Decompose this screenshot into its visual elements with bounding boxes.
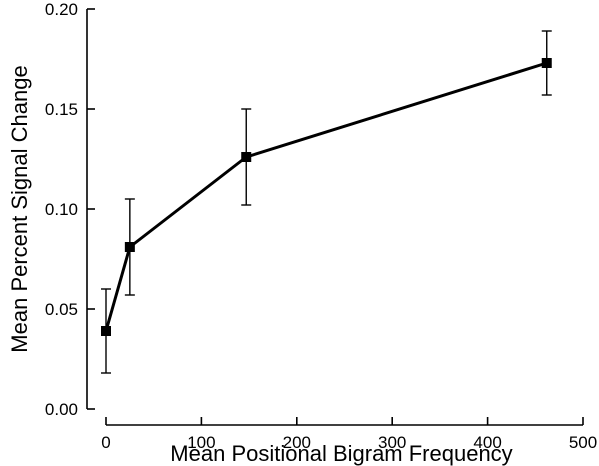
x-tick-label: 300 — [378, 433, 406, 452]
y-axis-title: Mean Percent Signal Change — [7, 65, 32, 352]
x-ticks: 0 100 200 300 400 500 — [101, 417, 597, 452]
y-tick-label: 0.20 — [45, 0, 78, 19]
y-tick-label: 0.00 — [45, 400, 78, 419]
data-point — [124, 242, 135, 252]
x-tick-label: 0 — [101, 433, 110, 452]
series-line — [104, 61, 548, 332]
y-tick-label: 0.10 — [45, 200, 78, 219]
x-tick-label: 400 — [473, 433, 501, 452]
y-tick-label: 0.05 — [45, 300, 78, 319]
axes — [86, 9, 583, 426]
y-tick-label: 0.15 — [45, 100, 78, 119]
x-tick-label: 100 — [187, 433, 215, 452]
data-point — [101, 326, 111, 336]
data-point — [241, 152, 252, 162]
y-ticks: 0.00 0.05 0.10 0.15 0.20 — [45, 0, 95, 419]
x-tick-label: 500 — [569, 433, 597, 452]
data-point — [541, 58, 552, 68]
data-markers — [101, 58, 552, 336]
x-tick-label: 200 — [283, 433, 311, 452]
x-axis-title: Mean Positional Bigram Frequency — [170, 441, 512, 466]
